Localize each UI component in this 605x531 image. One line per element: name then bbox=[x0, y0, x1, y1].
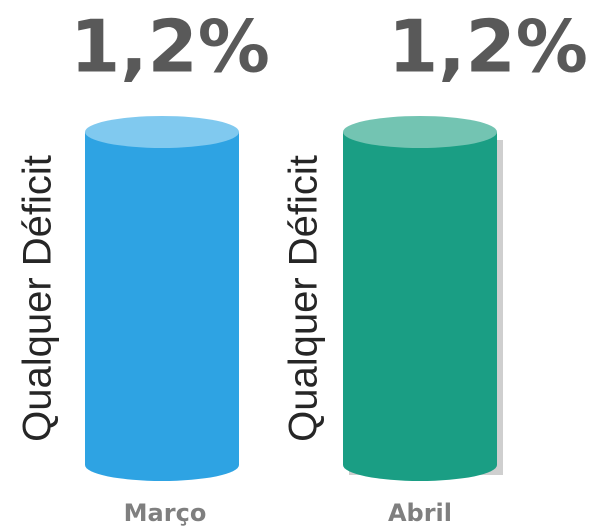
cylinder-top bbox=[85, 116, 239, 148]
category-label: Abril bbox=[388, 499, 452, 527]
cylinder bbox=[343, 132, 497, 481]
cylinder-top bbox=[343, 116, 497, 148]
cylinder bbox=[85, 132, 239, 481]
bar-label: Qualquer Déficit bbox=[282, 155, 326, 442]
value-label: 1,2% bbox=[388, 5, 588, 89]
value-label: 1,2% bbox=[70, 5, 270, 89]
category-label: Março bbox=[124, 499, 207, 527]
bar-label: Qualquer Déficit bbox=[16, 155, 60, 442]
